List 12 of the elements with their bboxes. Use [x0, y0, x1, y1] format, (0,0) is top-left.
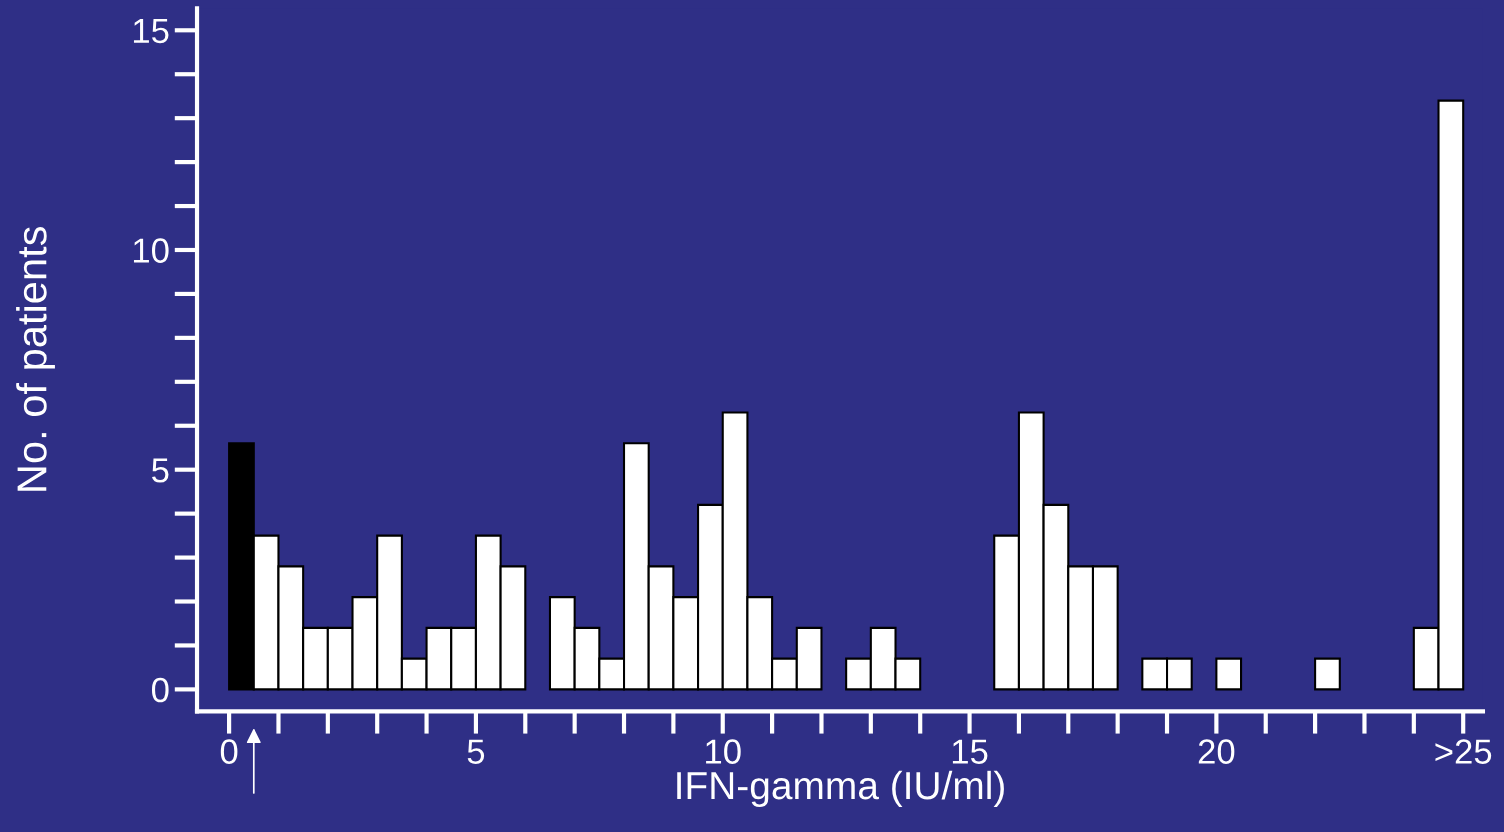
x-tick-label: 20	[1198, 739, 1235, 764]
x-axis-title: IFN-gamma (IU/ml)	[677, 770, 1004, 808]
y-tick-label: 5	[152, 458, 169, 483]
y-tick-label: 10	[133, 238, 169, 263]
y-tick-label: 0	[151, 677, 169, 703]
y-tick-label: 15	[133, 18, 169, 44]
x-tick-label: 10	[706, 739, 741, 764]
y-axis-title: No. of patients	[16, 227, 55, 491]
x-tick-label: 0	[220, 739, 238, 764]
x-tick-label: 5	[467, 739, 485, 764]
x-tick-label: 15	[952, 739, 988, 764]
x-tick-label: >25	[1435, 739, 1492, 764]
